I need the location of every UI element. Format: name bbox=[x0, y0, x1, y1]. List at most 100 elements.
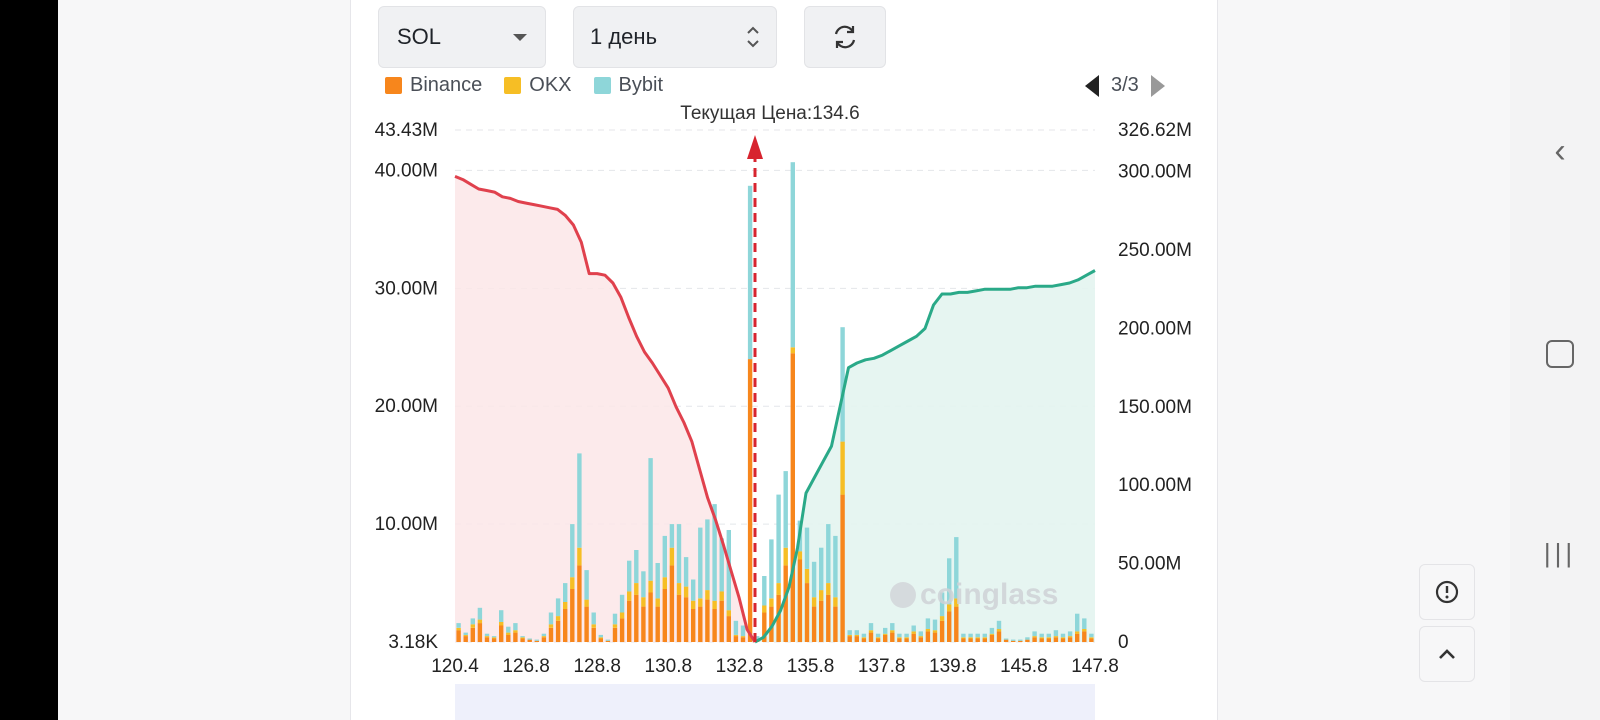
home-square-icon[interactable] bbox=[1540, 338, 1580, 377]
chevron-up-icon bbox=[1439, 649, 1455, 659]
bar-okx bbox=[577, 547, 582, 566]
bar-binance bbox=[676, 594, 682, 642]
bar-bybit bbox=[1018, 639, 1023, 641]
bar-okx bbox=[506, 632, 511, 635]
bar-binance bbox=[1011, 640, 1016, 642]
legend-bybit[interactable]: Bybit bbox=[593, 74, 663, 97]
period-select[interactable]: 1 день bbox=[573, 6, 777, 68]
bar-binance bbox=[925, 631, 931, 642]
bar-bybit bbox=[776, 494, 781, 583]
bar-bybit bbox=[570, 524, 575, 578]
caret-down-icon bbox=[513, 33, 527, 41]
bar-binance bbox=[804, 583, 810, 642]
bar-okx bbox=[776, 583, 781, 595]
bar-okx bbox=[712, 600, 717, 609]
bar-binance bbox=[726, 616, 731, 642]
bar-okx bbox=[947, 604, 952, 612]
bar-binance bbox=[875, 638, 881, 642]
bar-okx bbox=[1060, 637, 1066, 639]
back-chevron-icon[interactable]: ‹ bbox=[1554, 132, 1566, 170]
bar-okx bbox=[676, 583, 682, 595]
bar-bybit bbox=[769, 539, 774, 599]
bar-binance bbox=[982, 638, 987, 642]
chart-legend: Binance OKX Bybit bbox=[385, 74, 663, 97]
bar-bybit bbox=[883, 627, 888, 634]
bar-binance bbox=[1089, 638, 1094, 642]
liquidation-chart: 3.18K 10.00M 20.00M 30.00M 40.00M 43.43M 0 50.0… bbox=[375, 120, 1192, 720]
bar-binance bbox=[648, 592, 653, 642]
bar-okx bbox=[669, 547, 675, 566]
bar-bybit bbox=[655, 563, 660, 599]
legend-okx[interactable]: OKX bbox=[504, 74, 572, 97]
bar-bybit bbox=[868, 623, 874, 631]
bar-okx bbox=[641, 597, 646, 607]
bar-binance bbox=[591, 627, 596, 642]
bar-okx bbox=[484, 636, 490, 638]
bar-binance bbox=[968, 638, 973, 642]
bar-binance bbox=[811, 606, 817, 642]
bar-binance bbox=[463, 636, 468, 642]
bar-okx bbox=[705, 590, 710, 600]
bar-binance bbox=[961, 638, 966, 642]
bar-binance bbox=[499, 625, 504, 642]
bar-binance bbox=[534, 640, 539, 642]
y-right-tick-label: 0 bbox=[1118, 632, 1129, 653]
bar-bybit bbox=[612, 613, 618, 625]
bar-bybit bbox=[577, 453, 582, 548]
bar-bybit bbox=[961, 633, 966, 638]
bar-binance bbox=[527, 639, 532, 642]
bar-bybit bbox=[676, 524, 682, 583]
recent-apps-icon[interactable]: ||| bbox=[1543, 538, 1577, 568]
bar-bybit bbox=[1039, 633, 1044, 638]
bar-bybit bbox=[1053, 630, 1059, 637]
bar-binance bbox=[470, 627, 475, 642]
prev-page-icon[interactable] bbox=[1085, 74, 1099, 97]
bar-bybit bbox=[747, 185, 753, 360]
bar-binance bbox=[1018, 640, 1023, 642]
bar-binance bbox=[477, 623, 483, 642]
scroll-top-button[interactable] bbox=[1419, 626, 1475, 682]
symbol-select[interactable]: SOL bbox=[378, 6, 546, 68]
bar-binance bbox=[655, 606, 660, 642]
bar-binance bbox=[548, 627, 554, 642]
bar-bybit bbox=[925, 618, 931, 629]
bar-okx bbox=[982, 637, 987, 639]
bar-bybit bbox=[534, 639, 539, 641]
bar-binance bbox=[520, 638, 525, 642]
x-tick-label: 145.8 bbox=[1000, 656, 1048, 677]
bar-bybit bbox=[641, 571, 646, 598]
bar-bybit bbox=[1089, 633, 1094, 638]
bar-binance bbox=[797, 559, 803, 642]
report-button[interactable] bbox=[1419, 564, 1475, 620]
bar-binance bbox=[1075, 633, 1080, 642]
bar-binance bbox=[705, 599, 710, 642]
y-right-tick-label: 100.00M bbox=[1118, 475, 1192, 496]
bar-bybit bbox=[1060, 633, 1066, 638]
bar-bybit bbox=[683, 557, 689, 587]
bar-binance bbox=[1060, 638, 1066, 642]
bar-binance bbox=[932, 632, 938, 642]
bar-binance bbox=[484, 637, 490, 642]
bar-okx bbox=[1089, 637, 1094, 639]
bar-bybit bbox=[826, 524, 831, 583]
next-page-icon[interactable] bbox=[1150, 74, 1165, 97]
bar-bybit bbox=[499, 610, 504, 622]
x-tick-label: 128.8 bbox=[573, 656, 621, 677]
bar-bybit bbox=[527, 638, 532, 640]
legend-label-binance: Binance bbox=[410, 74, 483, 96]
legend-binance[interactable]: Binance bbox=[385, 74, 482, 97]
bar-bybit bbox=[1025, 637, 1030, 640]
bar-bybit bbox=[1032, 631, 1037, 637]
y-right-tick-label: 300.00M bbox=[1118, 162, 1192, 183]
bar-binance bbox=[975, 638, 980, 642]
bar-bybit bbox=[634, 550, 639, 583]
refresh-button[interactable] bbox=[804, 6, 886, 68]
bar-bybit bbox=[555, 598, 561, 617]
bar-binance bbox=[712, 609, 717, 642]
bar-okx bbox=[570, 577, 575, 589]
bar-binance bbox=[584, 606, 589, 642]
x-tick-label: 137.8 bbox=[858, 656, 906, 677]
bar-bybit bbox=[911, 625, 916, 632]
bar-binance bbox=[861, 638, 867, 642]
bar-okx bbox=[797, 551, 803, 560]
